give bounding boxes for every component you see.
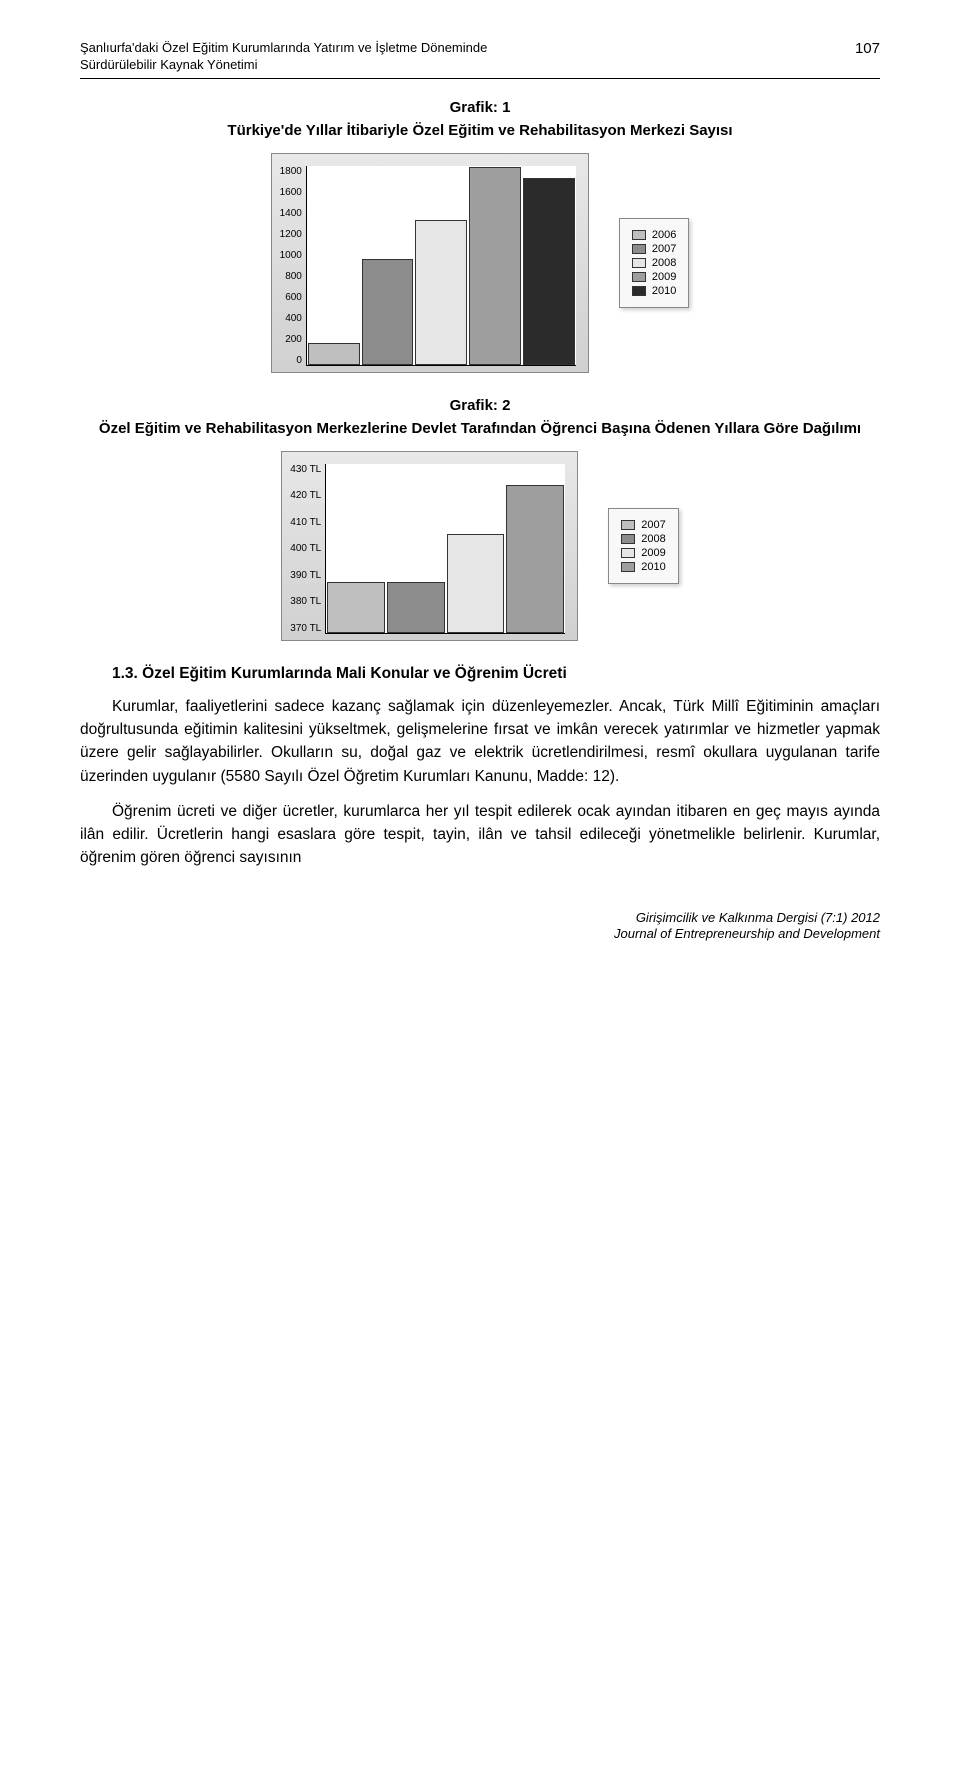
chart2-subtitle: Özel Eğitim ve Rehabilitasyon Merkezleri… [80,420,880,437]
chart1-plot [306,166,576,366]
chart2-container: 430 TL 420 TL 410 TL 400 TL 390 TL 380 TL 370 … [80,451,880,641]
section-heading: 1.3. Özel Eğitim Kurumlarında Mali Konul… [80,665,880,683]
p1-text: Kurumlar, faaliyetlerini sadece kazanç s… [80,695,880,788]
chart2-legend: 2007 2008 2009 2010 [608,508,678,584]
legend-label: 2009 [641,547,665,559]
legend-label: 2010 [652,285,676,297]
ytick-label: 390 TL [290,570,321,581]
legend-swatch [632,286,646,296]
ytick-label: 400 TL [290,543,321,554]
chart1-yaxis: 1800 1600 1400 1200 1000 800 600 400 200 0 [280,166,306,366]
bar-2008 [387,582,445,633]
ytick-label: 1000 [280,250,302,261]
chart2-yaxis: 430 TL 420 TL 410 TL 400 TL 390 TL 380 TL 370 … [290,464,325,634]
ytick-label: 1800 [280,166,302,177]
legend-swatch [632,244,646,254]
legend-swatch [621,562,635,572]
bar-2006 [308,343,360,365]
legend-label: 2008 [652,257,676,269]
bar-2007 [362,259,414,365]
ytick-label: 0 [296,355,302,366]
legend-swatch [632,258,646,268]
ytick-label: 1200 [280,229,302,240]
paragraph-1: Kurumlar, faaliyetlerini sadece kazanç s… [80,695,880,788]
chart1-legend: 2006 2007 2008 2009 2010 [619,218,689,308]
legend-row: 2007 [621,519,665,531]
running-header: Şanlıurfa'daki Özel Eğitim Kurumlarında … [80,40,880,79]
legend-label: 2007 [641,519,665,531]
bar-2008 [415,220,467,364]
footer-line1: Girişimcilik ve Kalkınma Dergisi (7:1) 2… [80,910,880,927]
ytick-label: 370 TL [290,623,321,634]
legend-swatch [632,230,646,240]
p2-text: Öğrenim ücreti ve diğer ücretler, kuruml… [80,800,880,870]
chart2-title: Grafik: 2 [80,397,880,414]
page-number: 107 [855,40,880,57]
chart2-plot [325,464,565,634]
legend-row: 2007 [632,243,676,255]
ytick-label: 400 [285,313,302,324]
footer-line2: Journal of Entrepreneurship and Developm… [80,926,880,943]
legend-swatch [621,520,635,530]
legend-label: 2006 [652,229,676,241]
legend-row: 2009 [632,271,676,283]
bar-2007 [327,582,385,633]
ytick-label: 600 [285,292,302,303]
legend-row: 2006 [632,229,676,241]
ytick-label: 380 TL [290,596,321,607]
chart1-container: 180016001400120010008006004002000 200620… [80,153,880,373]
chart2-area: 430 TL 420 TL 410 TL 400 TL 390 TL 380 TL 370 … [281,451,578,641]
ytick-label: 200 [285,334,302,345]
legend-label: 2009 [652,271,676,283]
chart1-area: 1800 1600 1400 1200 1000 800 600 400 200 0 [271,153,589,373]
legend-swatch [632,272,646,282]
paragraph-2: Öğrenim ücreti ve diğer ücretler, kuruml… [80,800,880,870]
ytick-label: 430 TL [290,464,321,475]
legend-row: 2008 [621,533,665,545]
header-line2: Sürdürülebilir Kaynak Yönetimi [80,57,487,74]
bar-2010 [506,485,564,632]
footer: Girişimcilik ve Kalkınma Dergisi (7:1) 2… [80,910,880,944]
legend-row: 2010 [621,561,665,573]
legend-label: 2008 [641,533,665,545]
legend-row: 2010 [632,285,676,297]
ytick-label: 410 TL [290,517,321,528]
legend-label: 2010 [641,561,665,573]
chart1-title: Grafik: 1 [80,99,880,116]
legend-row: 2008 [632,257,676,269]
bar-2009 [447,534,505,633]
chart1-subtitle: Türkiye'de Yıllar İtibariyle Özel Eğitim… [80,122,880,139]
legend-row: 2009 [621,547,665,559]
legend-label: 2007 [652,243,676,255]
legend-swatch [621,534,635,544]
ytick-label: 420 TL [290,490,321,501]
legend-swatch [621,548,635,558]
ytick-label: 800 [285,271,302,282]
bar-2009 [469,167,521,365]
bar-2010 [523,178,575,365]
ytick-label: 1400 [280,208,302,219]
header-line1: Şanlıurfa'daki Özel Eğitim Kurumlarında … [80,40,487,57]
ytick-label: 1600 [280,187,302,198]
